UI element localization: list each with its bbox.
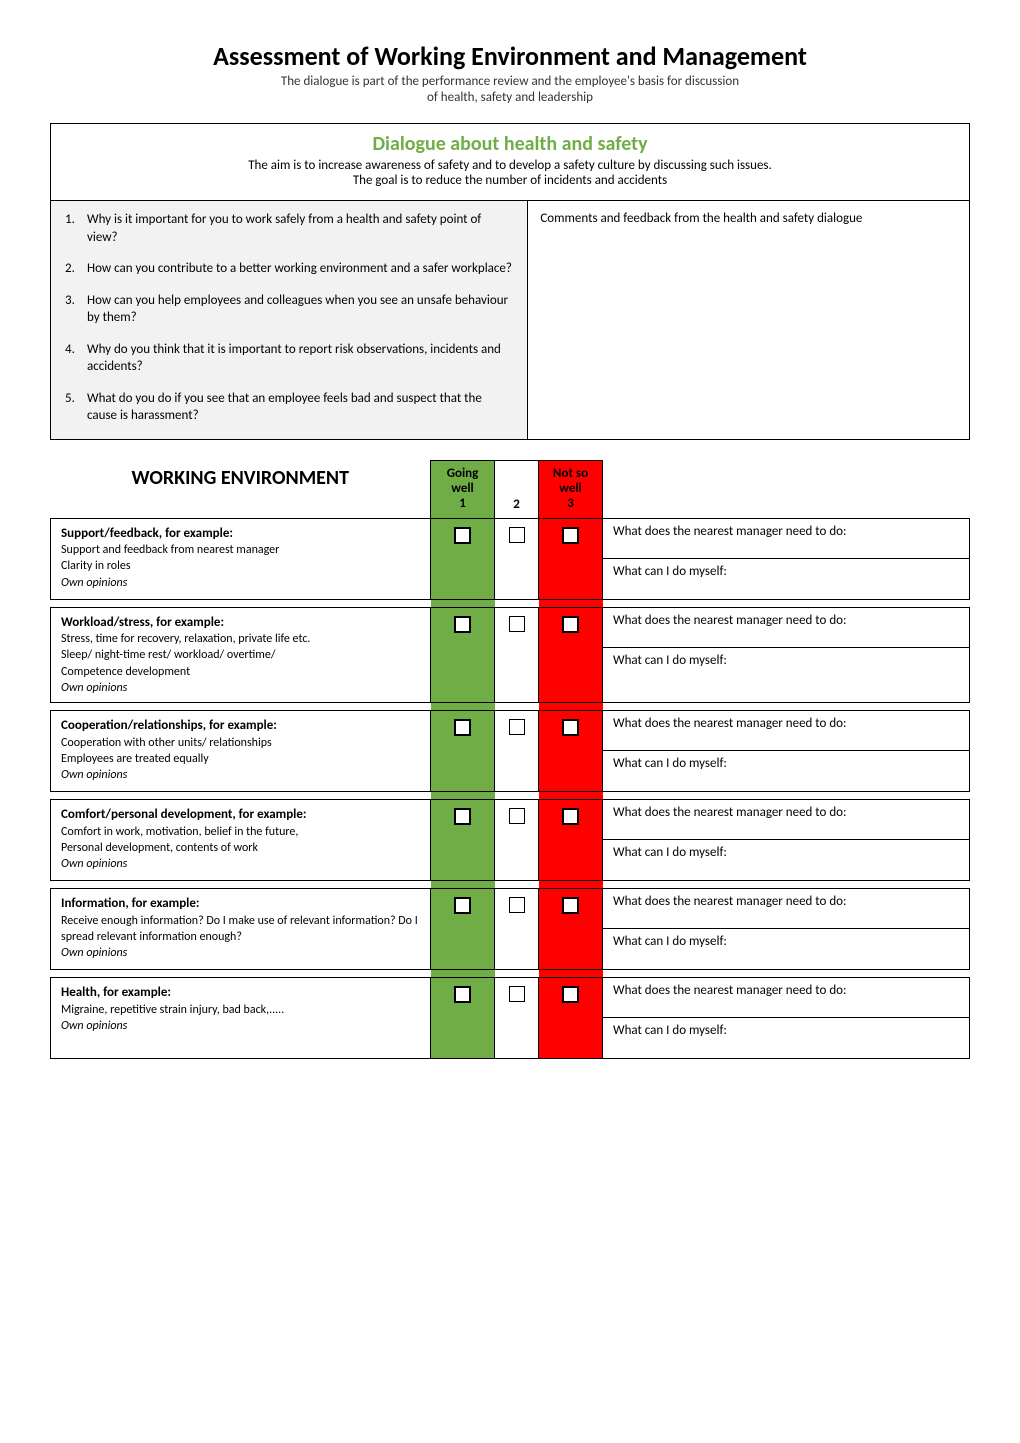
topic-line: Cooperation with other units/ relationsh… <box>61 735 420 751</box>
dialogue-title: Dialogue about health and safety <box>71 132 949 156</box>
working-env-heading: WORKING ENVIRONMENT <box>51 460 431 518</box>
checkbox-mid[interactable] <box>509 719 525 735</box>
dialogue-section: Dialogue about health and safety The aim… <box>50 123 970 440</box>
action-manager-field[interactable]: What does the nearest manager need to do… <box>603 889 969 929</box>
checkbox-not-so-well[interactable] <box>562 897 579 914</box>
action-self-field[interactable]: What can I do myself: <box>603 929 969 969</box>
page-subtitle-2: of health, safety and leadership <box>50 90 970 105</box>
topic-row-health: Health, for example: Migraine, repetitiv… <box>51 978 970 1059</box>
question-text: How can you contribute to a better worki… <box>87 260 513 278</box>
question-text: Why do you think that it is important to… <box>87 341 513 376</box>
dialogue-question-1: 1. Why is it important for you to work s… <box>65 211 513 246</box>
topic-line: Sleep/ night-time rest/ workload/ overti… <box>61 647 420 663</box>
checkbox-going-well[interactable] <box>454 986 471 1003</box>
col-mid-header: 2 <box>495 460 539 518</box>
topic-row-comfort: Comfort/personal development, for exampl… <box>51 800 970 881</box>
page-subtitle-1: The dialogue is part of the performance … <box>50 74 970 89</box>
topic-row-support: Support/feedback, for example: Support a… <box>51 518 970 599</box>
question-number: 2. <box>65 260 87 278</box>
action-self-field[interactable]: What can I do myself: <box>603 648 969 688</box>
question-text: How can you help employees and colleague… <box>87 292 513 327</box>
dialogue-goal: The goal is to reduce the number of inci… <box>71 173 949 188</box>
question-number: 3. <box>65 292 87 327</box>
topic-line: Employees are treated equally <box>61 751 420 767</box>
own-opinions-label: Own opinions <box>61 575 420 591</box>
checkbox-mid[interactable] <box>509 808 525 824</box>
topic-row-workload: Workload/stress, for example: Stress, ti… <box>51 607 970 702</box>
checkbox-going-well[interactable] <box>454 897 471 914</box>
question-text: What do you do if you see that an employ… <box>87 390 513 425</box>
checkbox-going-well[interactable] <box>454 808 471 825</box>
checkbox-not-so-well[interactable] <box>562 527 579 544</box>
topic-title: Support/feedback, for example: <box>61 525 420 543</box>
checkbox-mid[interactable] <box>509 527 525 543</box>
topic-line: Receive enough information? Do I make us… <box>61 913 420 945</box>
col-action-header <box>603 460 970 518</box>
col-going-well-header: Going well 1 <box>431 460 495 518</box>
action-manager-field[interactable]: What does the nearest manager need to do… <box>603 978 969 1018</box>
dialogue-comments-column[interactable]: Comments and feedback from the health an… <box>528 201 969 439</box>
topic-title: Information, for example: <box>61 895 420 913</box>
topic-line: Personal development, contents of work <box>61 840 420 856</box>
topic-line: Comfort in work, motivation, belief in t… <box>61 824 420 840</box>
action-self-field[interactable]: What can I do myself: <box>603 1018 969 1058</box>
topic-title: Health, for example: <box>61 984 420 1002</box>
topic-title: Cooperation/relationships, for example: <box>61 717 420 735</box>
dialogue-questions-column: 1. Why is it important for you to work s… <box>51 201 528 439</box>
checkbox-mid[interactable] <box>509 616 525 632</box>
comments-label: Comments and feedback from the health an… <box>540 211 862 226</box>
own-opinions-label: Own opinions <box>61 680 420 696</box>
checkbox-going-well[interactable] <box>454 527 471 544</box>
topic-line: Clarity in roles <box>61 558 420 574</box>
action-self-field[interactable]: What can I do myself: <box>603 751 969 791</box>
own-opinions-label: Own opinions <box>61 767 420 783</box>
checkbox-not-so-well[interactable] <box>562 986 579 1003</box>
dialogue-question-5: 5. What do you do if you see that an emp… <box>65 390 513 425</box>
action-self-field[interactable]: What can I do myself: <box>603 559 969 599</box>
checkbox-not-so-well[interactable] <box>562 808 579 825</box>
topic-line: Competence development <box>61 664 420 680</box>
checkbox-not-so-well[interactable] <box>562 616 579 633</box>
topic-line: Migraine, repetitive strain injury, bad … <box>61 1002 420 1018</box>
dialogue-question-4: 4. Why do you think that it is important… <box>65 341 513 376</box>
checkbox-mid[interactable] <box>509 897 525 913</box>
dialogue-question-2: 2. How can you contribute to a better wo… <box>65 260 513 278</box>
dialogue-aim: The aim is to increase awareness of safe… <box>71 158 949 173</box>
action-manager-field[interactable]: What does the nearest manager need to do… <box>603 519 969 559</box>
action-manager-field[interactable]: What does the nearest manager need to do… <box>603 608 969 648</box>
action-self-field[interactable]: What can I do myself: <box>603 840 969 880</box>
own-opinions-label: Own opinions <box>61 856 420 872</box>
own-opinions-label: Own opinions <box>61 945 420 961</box>
action-manager-field[interactable]: What does the nearest manager need to do… <box>603 800 969 840</box>
working-environment-table: WORKING ENVIRONMENT Going well 1 2 Not s… <box>50 460 970 1059</box>
question-text: Why is it important for you to work safe… <box>87 211 513 246</box>
own-opinions-label: Own opinions <box>61 1018 420 1034</box>
checkbox-not-so-well[interactable] <box>562 719 579 736</box>
topic-row-cooperation: Cooperation/relationships, for example: … <box>51 711 970 792</box>
question-number: 1. <box>65 211 87 246</box>
topic-row-information: Information, for example: Receive enough… <box>51 889 970 970</box>
topic-line: Stress, time for recovery, relaxation, p… <box>61 631 420 647</box>
topic-title: Workload/stress, for example: <box>61 614 420 632</box>
col-not-so-well-header: Not so well 3 <box>539 460 603 518</box>
action-manager-field[interactable]: What does the nearest manager need to do… <box>603 711 969 751</box>
page-title: Assessment of Working Environment and Ma… <box>50 40 970 72</box>
checkbox-going-well[interactable] <box>454 719 471 736</box>
checkbox-going-well[interactable] <box>454 616 471 633</box>
question-number: 4. <box>65 341 87 376</box>
question-number: 5. <box>65 390 87 425</box>
dialogue-question-3: 3. How can you help employees and collea… <box>65 292 513 327</box>
topic-title: Comfort/personal development, for exampl… <box>61 806 420 824</box>
topic-line: Support and feedback from nearest manage… <box>61 542 420 558</box>
dialogue-header: Dialogue about health and safety The aim… <box>51 124 969 201</box>
checkbox-mid[interactable] <box>509 986 525 1002</box>
